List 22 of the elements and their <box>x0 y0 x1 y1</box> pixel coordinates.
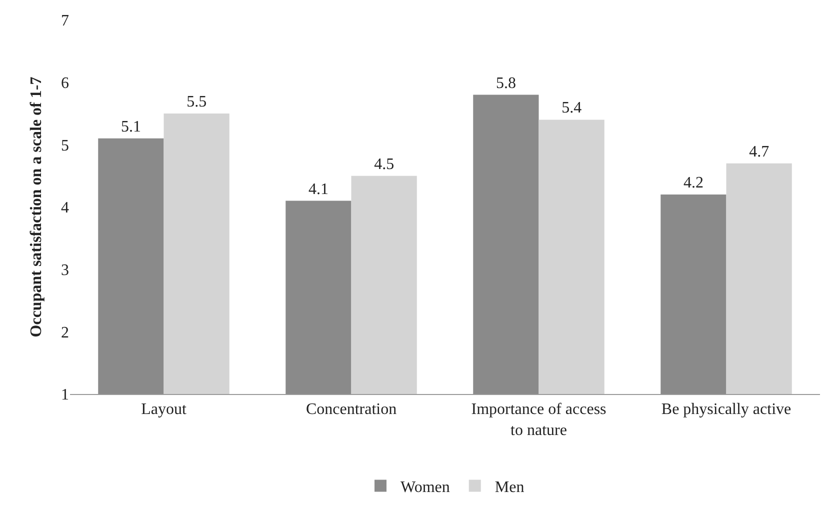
y-tick-label: 5 <box>61 137 69 154</box>
data-label: 5.4 <box>562 100 582 117</box>
legend-label: Women <box>400 478 450 496</box>
data-label: 5.8 <box>496 74 516 92</box>
y-tick-label: 7 <box>61 12 69 30</box>
data-label: 5.5 <box>186 94 207 110</box>
y-tick-label: 2 <box>61 324 69 342</box>
y-tick-label: 6 <box>61 74 69 92</box>
data-label: 4.5 <box>374 156 394 173</box>
y-axis-title: Occupant satisfaction on a scale of 1-7 <box>28 76 45 338</box>
y-tick-label: 1 <box>61 386 69 404</box>
x-tick-label: Layout <box>141 401 187 418</box>
x-tick-label: Importance of access to nature <box>471 401 606 439</box>
x-tick-label: Be physically active <box>661 401 792 418</box>
data-label: 4.1 <box>308 180 328 198</box>
y-tick-label: 4 <box>61 200 69 217</box>
y-tick-label: 3 <box>61 262 69 279</box>
data-label: 4.7 <box>749 143 770 160</box>
legend-label: Men <box>494 478 524 496</box>
data-label: 4.2 <box>683 174 704 192</box>
data-label: 5.1 <box>120 118 141 136</box>
x-tick-label: Concentration <box>306 401 397 418</box>
